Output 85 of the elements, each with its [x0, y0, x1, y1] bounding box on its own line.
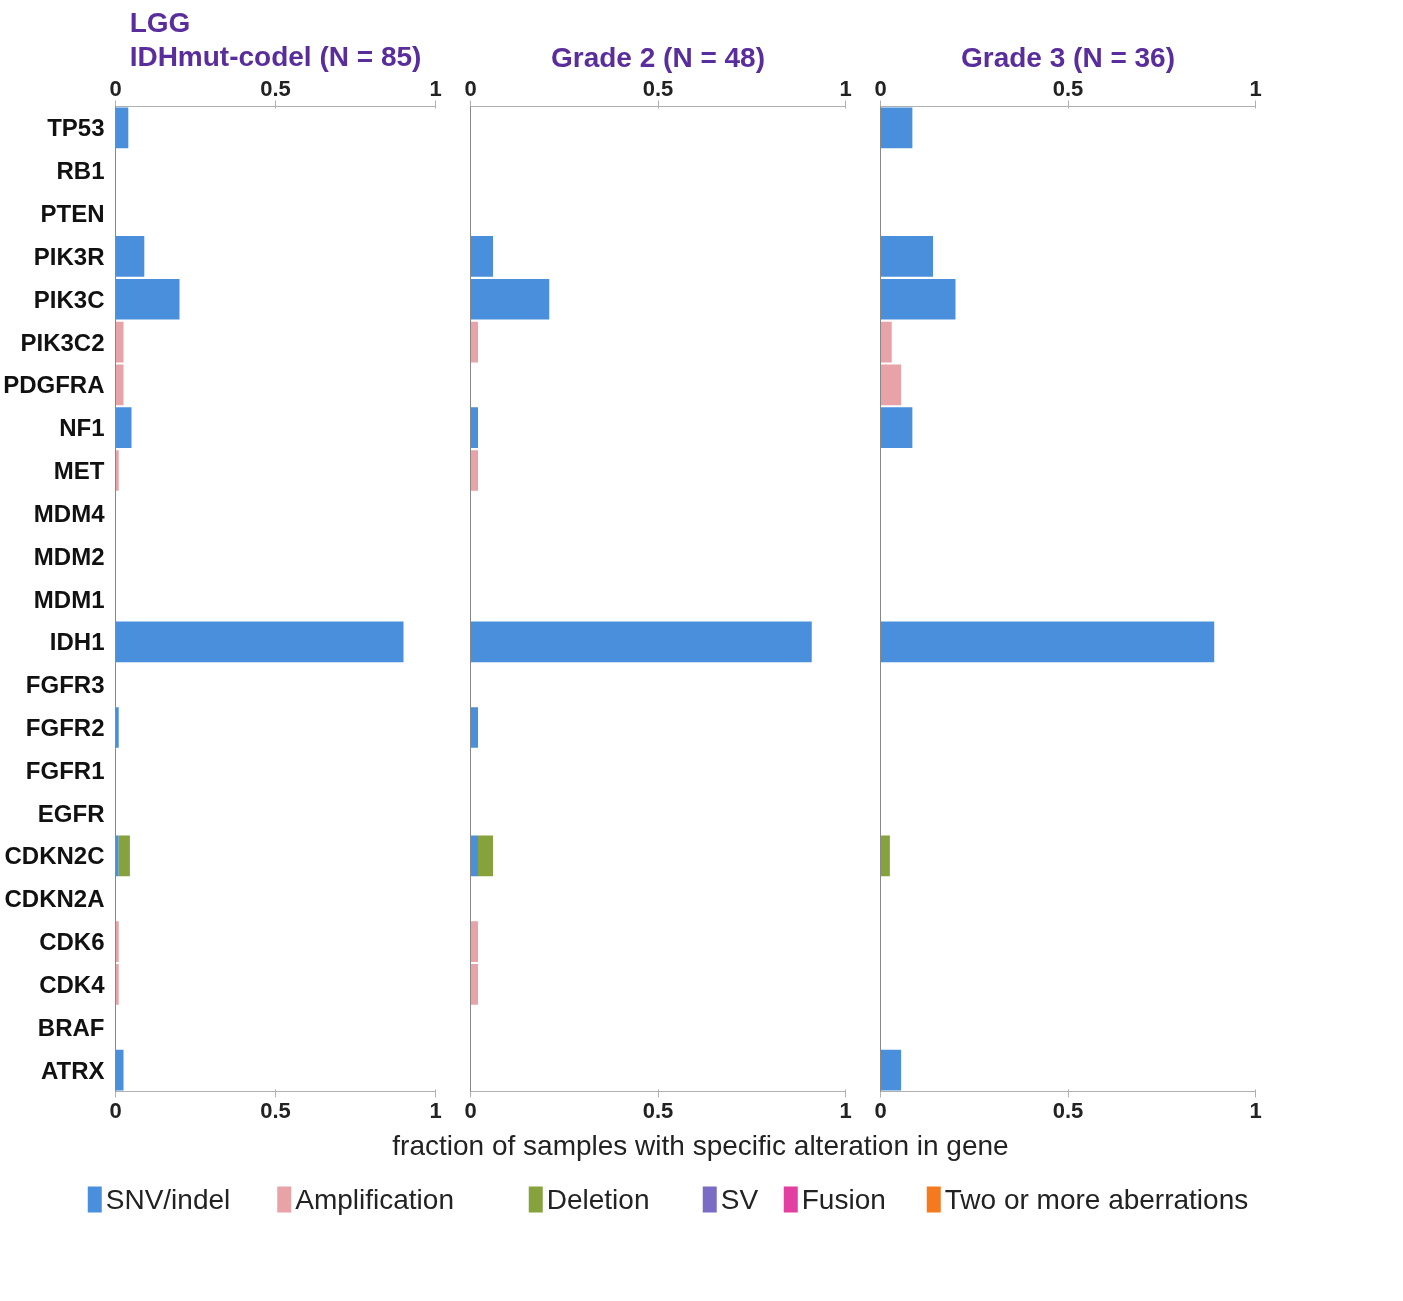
bar: [880, 1049, 902, 1091]
chart-title: LGG IDHmut-codel (N = 85): [129, 7, 422, 73]
x-tick-label: 0.5: [642, 75, 674, 101]
legend-label: Two or more aberrations: [944, 1184, 1249, 1215]
x2-tick-label: 1: [839, 1097, 852, 1123]
x-tick-label: 0.5: [260, 75, 291, 101]
bar: [115, 1049, 124, 1091]
bar: [115, 236, 145, 277]
bar: [880, 278, 956, 320]
y-tick-label: MET: [53, 457, 105, 485]
bar: [470, 964, 478, 1005]
bar: [880, 407, 913, 449]
y-tick-label: PIK3C: [33, 285, 105, 313]
x-tick-label: 0: [874, 75, 887, 101]
bar: [880, 364, 902, 406]
legend-label: SV: [720, 1184, 759, 1215]
y-tick-label: RB1: [56, 157, 105, 185]
x-tick-label: 1: [839, 75, 852, 101]
x2-tick-label: 1: [429, 1097, 442, 1123]
x2-tick-label: 0.5: [260, 1097, 291, 1123]
bar: [470, 621, 812, 663]
bar: [115, 450, 119, 491]
x-tick-label: 0: [109, 75, 122, 101]
bar: [115, 407, 132, 449]
legend-label: Amplification: [295, 1184, 454, 1215]
x2-tick-label: 0: [874, 1097, 887, 1123]
y-tick-label: FGFR1: [25, 756, 105, 784]
bar: [470, 321, 478, 363]
bar: [478, 835, 493, 877]
bar: [115, 621, 404, 663]
x2-tick-label: 0.5: [1052, 1097, 1084, 1123]
y-tick-label: MDM2: [33, 542, 105, 570]
bar: [470, 707, 478, 748]
bar: [115, 707, 119, 748]
y-tick-label: CDK6: [39, 928, 105, 956]
bar: [470, 236, 493, 277]
x2-tick-label: 0: [464, 1097, 477, 1123]
x2-tick-label: 0.5: [642, 1097, 674, 1123]
y-tick-label: PTEN: [40, 200, 105, 228]
bar: [880, 835, 890, 877]
bar: [118, 835, 130, 877]
bar: [880, 236, 933, 277]
bar: [470, 921, 478, 962]
bar: [115, 107, 129, 149]
legend-label: Fusion: [801, 1184, 886, 1215]
y-tick-label: CDK4: [39, 970, 106, 998]
bar: [115, 964, 119, 1005]
x-tick-label: 0: [464, 75, 477, 101]
bar: [470, 835, 478, 877]
bar: [470, 407, 478, 449]
bar: [115, 321, 124, 363]
y-tick-label: EGFR: [37, 799, 105, 827]
y-tick-label: TP53: [47, 114, 105, 142]
bar: [880, 107, 913, 149]
y-tick-label: PDGFRA: [3, 371, 105, 399]
y-tick-label: MDM1: [33, 585, 105, 613]
y-tick-label: NF1: [59, 414, 105, 442]
bar: [470, 278, 550, 320]
x-axis-title: fraction of samples with specific alteration in gene: [392, 1130, 1009, 1161]
bar: [880, 321, 892, 363]
y-tick-label: IDH1: [49, 628, 105, 656]
y-tick-label: BRAF: [37, 1013, 105, 1041]
y-tick-label: MDM4: [33, 499, 106, 527]
chart-title: Grade 2 (N = 48): [551, 41, 765, 73]
y-tick-label: PIK3C2: [20, 328, 105, 356]
y-tick-label: CDKN2A: [4, 885, 105, 913]
y-tick-label: ATRX: [40, 1056, 105, 1084]
x2-tick-label: 0: [109, 1097, 122, 1123]
bar: [115, 921, 119, 962]
chart-title: Grade 3 (N = 36): [961, 41, 1175, 73]
bar: [115, 835, 119, 877]
bar: [115, 364, 124, 406]
y-tick-label: FGFR2: [25, 713, 105, 741]
legend-label: SNV/indel: [105, 1184, 231, 1215]
y-tick-label: CDKN2C: [4, 842, 105, 870]
legend-label: Deletion: [546, 1184, 650, 1215]
y-tick-label: PIK3R: [33, 242, 105, 270]
bar: [880, 621, 1215, 663]
x2-tick-label: 1: [1249, 1097, 1262, 1123]
bar: [115, 278, 180, 320]
bar: [470, 450, 478, 491]
y-tick-label: FGFR3: [25, 671, 105, 699]
x-tick-label: 0.5: [1052, 75, 1084, 101]
x-tick-label: 1: [1249, 75, 1262, 101]
x-tick-label: 1: [429, 75, 442, 101]
